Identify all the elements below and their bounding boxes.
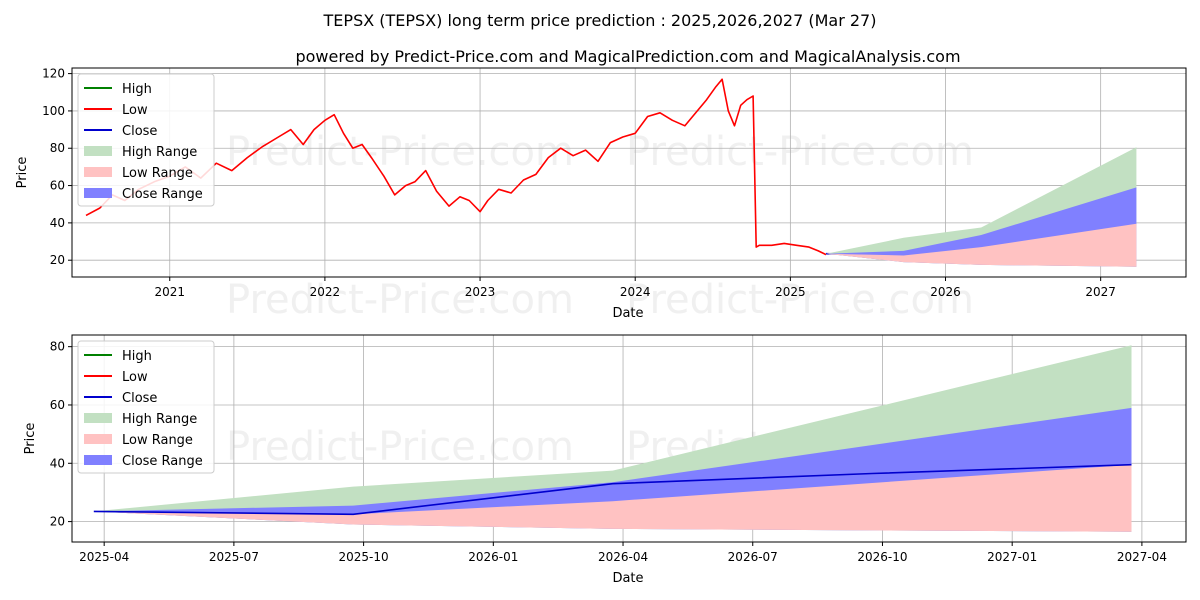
watermark-text: Predict-Price.com <box>226 424 574 470</box>
x-tick-label: 2025-10 <box>339 550 389 564</box>
legend-label: Close Range <box>122 187 203 202</box>
x-tick-label: 2025-07 <box>209 550 259 564</box>
watermark-text: Predict-Price.com <box>226 129 574 175</box>
legend-label: Close Range <box>122 454 203 469</box>
y-tick-label: 20 <box>50 515 65 529</box>
forecast-panel: Predict-Price.comPredict-Price.com2025-0… <box>23 334 1187 586</box>
x-axis-label: Date <box>612 306 643 321</box>
axes-frame <box>71 67 1187 278</box>
legend-label: Low Range <box>122 433 193 448</box>
legend-swatch <box>84 167 112 177</box>
legend-label: Low <box>122 370 148 385</box>
legend-swatch <box>84 188 112 198</box>
legend-label: High <box>122 349 152 364</box>
x-tick-label: 2027 <box>1085 285 1116 299</box>
legend-label: Low <box>122 103 148 118</box>
x-tick-label: 2026-10 <box>857 550 907 564</box>
x-tick-label: 2026-01 <box>468 550 518 564</box>
x-tick-label: 2027-04 <box>1117 550 1167 564</box>
chart-title: TEPSX (TEPSX) long term price prediction… <box>323 11 877 30</box>
x-tick-label: 2026 <box>930 285 961 299</box>
watermark-text: Predict-Price.com <box>626 277 974 323</box>
x-tick-label: 2024 <box>620 285 651 299</box>
y-tick-label: 20 <box>50 253 65 267</box>
y-tick-label: 60 <box>50 179 65 193</box>
legend-swatch <box>84 455 112 465</box>
legend-label: Low Range <box>122 166 193 181</box>
x-axis-label: Date <box>612 571 643 586</box>
x-tick-label: 2026-07 <box>728 550 778 564</box>
y-tick-label: 120 <box>42 67 65 81</box>
watermark-text: Predict-Price.com <box>226 277 574 323</box>
y-tick-label: 40 <box>50 216 65 230</box>
y-axis-label: Price <box>15 157 30 189</box>
x-tick-label: 2027-01 <box>987 550 1037 564</box>
y-tick-label: 80 <box>50 141 65 155</box>
low-range-band <box>826 223 1137 267</box>
legend-swatch <box>84 434 112 444</box>
axes-frame <box>71 334 1187 543</box>
x-tick-label: 2026-04 <box>598 550 648 564</box>
legend-label: High Range <box>122 412 197 427</box>
y-tick-label: 40 <box>50 456 65 470</box>
watermark-text: Predict-Price.com <box>626 129 974 175</box>
history-panel: Predict-Price.com Predict-Price.com Predic… <box>15 67 1187 323</box>
legend-label: High Range <box>122 145 197 160</box>
x-tick-label: 2025 <box>775 285 806 299</box>
y-tick-label: 100 <box>42 104 65 118</box>
legend-label: High <box>122 82 152 97</box>
x-tick-label: 2023 <box>465 285 496 299</box>
legend-swatch <box>84 413 112 423</box>
legend-label: Close <box>122 124 157 139</box>
y-axis-label: Price <box>23 423 38 455</box>
x-tick-label: 2022 <box>310 285 341 299</box>
chart-subtitle: powered by Predict-Price.com and Magical… <box>295 47 960 66</box>
x-tick-label: 2021 <box>154 285 185 299</box>
close-line <box>93 463 1132 516</box>
y-tick-label: 80 <box>50 340 65 354</box>
low-line <box>85 78 827 256</box>
y-tick-label: 60 <box>50 398 65 412</box>
x-tick-label: 2025-04 <box>79 550 129 564</box>
legend-swatch <box>84 146 112 156</box>
legend-label: Close <box>122 391 157 406</box>
